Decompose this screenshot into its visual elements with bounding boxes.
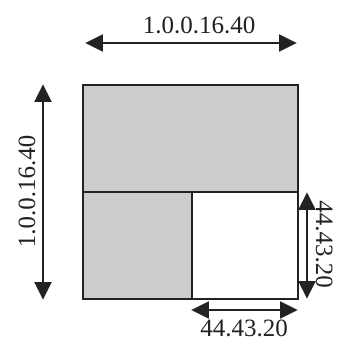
bottom-inner-dimension-label: 44.43.20 [200,315,288,342]
inner-cutout-square [191,191,299,300]
top-dimension-label: 1.0.0.16.40 [143,12,256,39]
right-inner-dimension-label: 44.43.20 [310,200,337,288]
left-dimension-label: 1.0.0.16.40 [14,135,41,248]
